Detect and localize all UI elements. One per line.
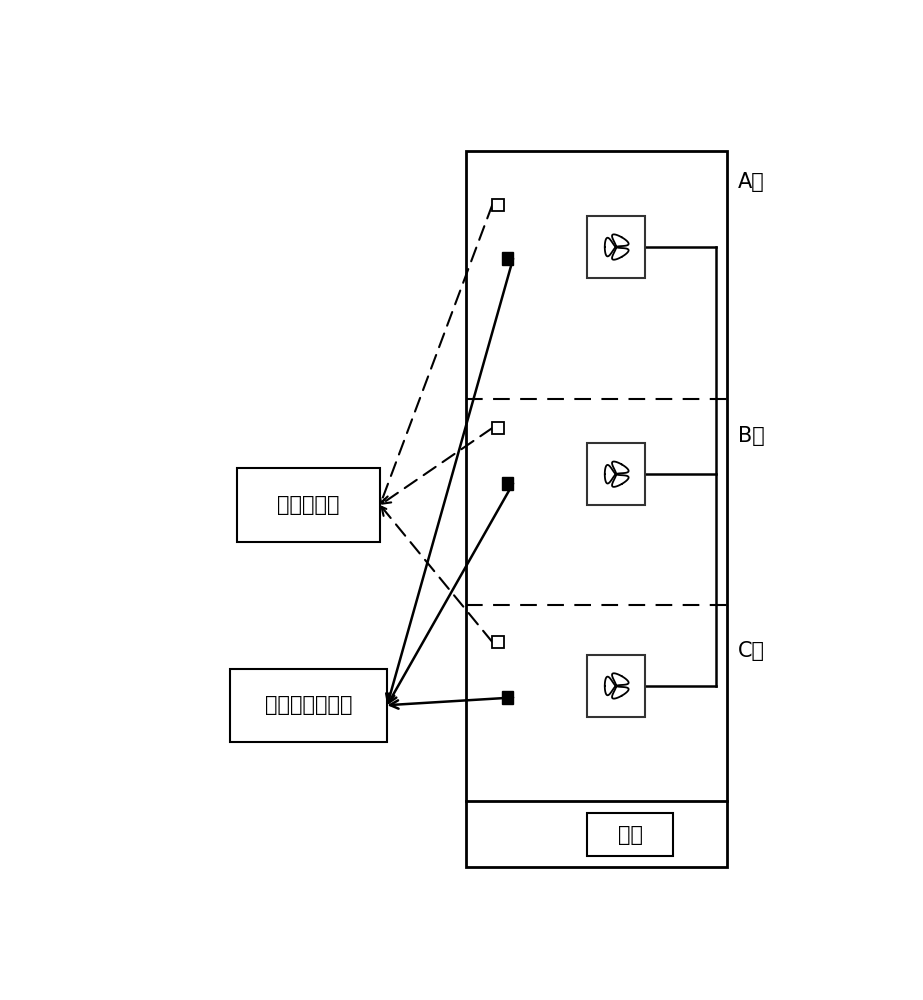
Bar	[502, 477, 513, 490]
Bar	[587, 813, 673, 856]
Text: 二氧化碟传感器: 二氧化碟传感器	[265, 695, 353, 715]
Bar	[492, 422, 504, 434]
Text: 外机: 外机	[617, 825, 643, 845]
Bar	[237, 468, 380, 542]
Bar	[502, 252, 513, 265]
Bar	[587, 655, 644, 717]
Text: B区: B区	[737, 426, 764, 446]
Bar	[492, 199, 504, 211]
Bar	[587, 216, 644, 278]
Bar	[502, 691, 513, 704]
Text: 温度传感器: 温度传感器	[277, 495, 340, 515]
Text: C区: C区	[737, 641, 765, 661]
Bar	[466, 151, 727, 867]
Bar	[230, 669, 388, 742]
Bar	[492, 636, 504, 648]
Bar	[587, 443, 644, 505]
Text: A区: A区	[737, 172, 764, 192]
